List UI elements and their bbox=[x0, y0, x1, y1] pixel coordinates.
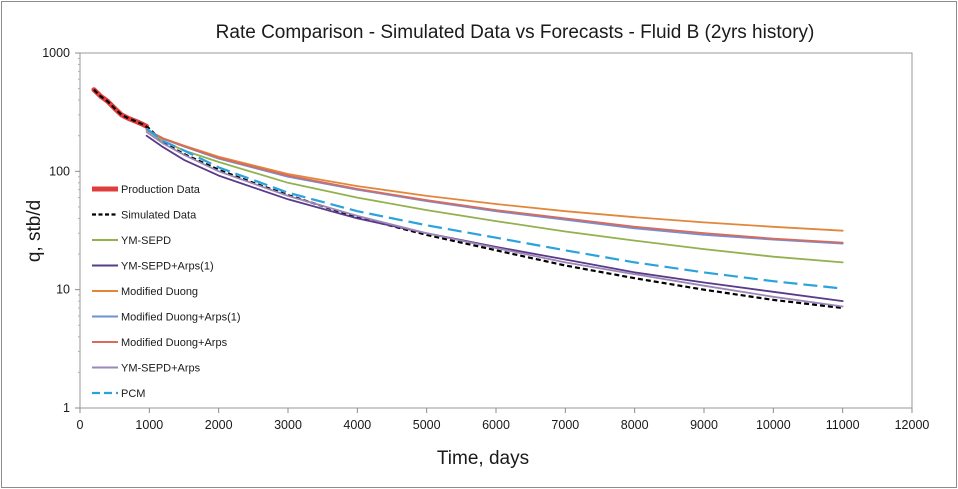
y-tick-label: 1 bbox=[63, 401, 70, 415]
x-tick-label: 1000 bbox=[135, 418, 163, 432]
legend-label: YM-SEPD+Arps bbox=[121, 363, 201, 375]
x-tick-label: 4000 bbox=[343, 418, 371, 432]
legend: Production Data Simulated Data YM-SEPD YM-S… bbox=[92, 184, 241, 400]
x-tick-label: 3000 bbox=[274, 418, 302, 432]
x-tick-label: 12000 bbox=[895, 418, 930, 432]
x-tick-label: 2000 bbox=[205, 418, 233, 432]
y-tick-label: 100 bbox=[49, 164, 70, 178]
x-tick-label: 7000 bbox=[551, 418, 579, 432]
y-tick-label: 1000 bbox=[42, 46, 70, 60]
legend-label: Modified Duong bbox=[121, 286, 198, 298]
legend-label: Modified Duong+Arps bbox=[121, 337, 228, 349]
x-tick-label: 8000 bbox=[621, 418, 649, 432]
x-tick-label: 5000 bbox=[413, 418, 441, 432]
legend-label: Production Data bbox=[121, 184, 201, 196]
plot-area bbox=[79, 52, 913, 409]
series-line-modified-duong-arps bbox=[145, 128, 844, 244]
x-tick-label: 11000 bbox=[826, 418, 860, 432]
series-line-pcm bbox=[145, 127, 843, 290]
legend-label: Simulated Data bbox=[121, 210, 197, 222]
x-axis-title: Time, days bbox=[437, 448, 529, 469]
legend-label: Modified Duong+Arps(1) bbox=[121, 312, 241, 324]
legend-label: YM-SEPD bbox=[121, 235, 171, 247]
y-axis-title: q, stb/d bbox=[24, 200, 45, 262]
series-layer bbox=[91, 87, 844, 310]
axes: 0 1000 2000 3000 4000 5000 6000 7000 8000 9000 100… bbox=[42, 46, 929, 432]
series-line-simulated-data bbox=[93, 88, 843, 310]
x-tick-label: 0 bbox=[77, 418, 84, 432]
x-tick-label: 10000 bbox=[756, 418, 791, 432]
y-tick-label: 10 bbox=[56, 283, 70, 297]
series-line-ym-sepd-arps bbox=[145, 131, 844, 308]
legend-label: YM-SEPD+Arps(1) bbox=[121, 261, 214, 273]
chart-title: Rate Comparison - Simulated Data vs Fore… bbox=[216, 22, 815, 43]
legend-label: PCM bbox=[121, 388, 145, 400]
x-tick-label: 9000 bbox=[690, 418, 718, 432]
x-tick-label: 6000 bbox=[482, 418, 510, 432]
